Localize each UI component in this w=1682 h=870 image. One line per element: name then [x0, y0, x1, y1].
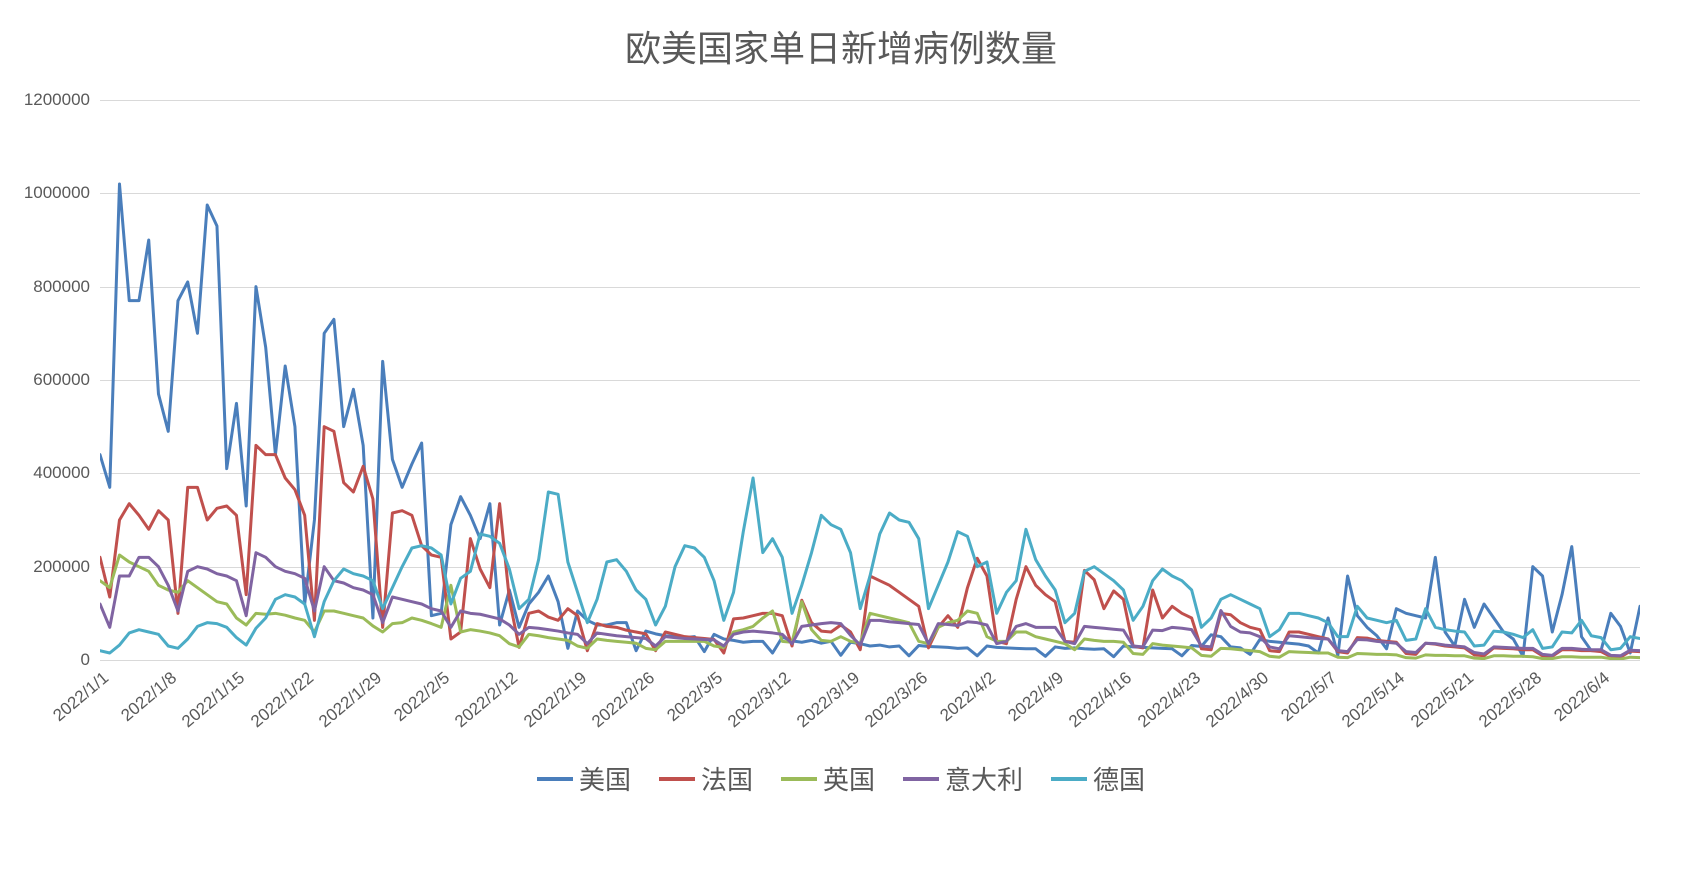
- x-tick-label: 2022/4/2: [936, 668, 1000, 726]
- x-tick-label: 2022/4/30: [1202, 668, 1273, 732]
- x-tick-label: 2022/6/4: [1550, 668, 1614, 726]
- x-tick-label: 2022/1/15: [179, 668, 250, 732]
- legend-swatch: [537, 777, 573, 781]
- x-tick-label: 2022/1/8: [118, 668, 182, 726]
- legend-item[interactable]: 法国: [659, 760, 753, 797]
- x-tick-label: 2022/5/21: [1407, 668, 1478, 732]
- x-tick-label: 2022/4/23: [1134, 668, 1205, 732]
- series-lines: [100, 100, 1640, 660]
- legend-item[interactable]: 意大利: [903, 760, 1023, 797]
- x-tick-label: 2022/3/26: [861, 668, 932, 732]
- x-tick-label: 2022/3/19: [793, 668, 864, 732]
- x-tick-label: 2022/1/22: [247, 668, 318, 732]
- legend-label: 德国: [1093, 760, 1145, 797]
- legend: 美国 法国 英国 意大利 德国: [0, 760, 1682, 797]
- x-tick-label: 2022/3/5: [663, 668, 727, 726]
- x-tick-label: 2022/5/14: [1338, 668, 1409, 732]
- legend-label: 英国: [823, 760, 875, 797]
- x-tick-label: 2022/4/9: [1004, 668, 1068, 726]
- y-tick-label: 1200000: [24, 90, 90, 110]
- legend-swatch: [1051, 777, 1087, 781]
- legend-swatch: [659, 777, 695, 781]
- legend-item[interactable]: 德国: [1051, 760, 1145, 797]
- chart-container: 欧美国家单日新增病例数量 0 200000 400000 600000 800000 10…: [0, 0, 1682, 870]
- x-tick-label: 2022/2/5: [390, 668, 454, 726]
- legend-label: 意大利: [945, 760, 1023, 797]
- series-line: [100, 478, 1640, 653]
- x-tick-label: 2022/2/12: [451, 668, 522, 732]
- x-tick-label: 2022/2/26: [588, 668, 659, 732]
- gridline: [100, 660, 1640, 661]
- y-tick-label: 800000: [33, 277, 90, 297]
- legend-swatch: [781, 777, 817, 781]
- legend-item[interactable]: 英国: [781, 760, 875, 797]
- y-axis-labels: 020000040000060000080000010000001200000: [0, 100, 90, 660]
- y-tick-label: 400000: [33, 463, 90, 483]
- x-tick-label: 2022/3/12: [724, 668, 795, 732]
- chart-title: 欧美国家单日新增病例数量: [0, 20, 1682, 72]
- x-tick-label: 2022/1/1: [49, 668, 113, 726]
- x-tick-label: 2022/5/7: [1277, 668, 1341, 726]
- legend-item[interactable]: 美国: [537, 760, 631, 797]
- x-tick-label: 2022/1/29: [315, 668, 386, 732]
- plot-area: [100, 100, 1640, 660]
- legend-label: 美国: [579, 760, 631, 797]
- y-tick-label: 200000: [33, 557, 90, 577]
- x-tick-label: 2022/4/16: [1065, 668, 1136, 732]
- x-tick-label: 2022/2/19: [520, 668, 591, 732]
- y-tick-label: 1000000: [24, 183, 90, 203]
- legend-swatch: [903, 777, 939, 781]
- y-tick-label: 600000: [33, 370, 90, 390]
- y-tick-label: 0: [81, 650, 90, 670]
- legend-label: 法国: [701, 760, 753, 797]
- x-tick-label: 2022/5/28: [1475, 668, 1546, 732]
